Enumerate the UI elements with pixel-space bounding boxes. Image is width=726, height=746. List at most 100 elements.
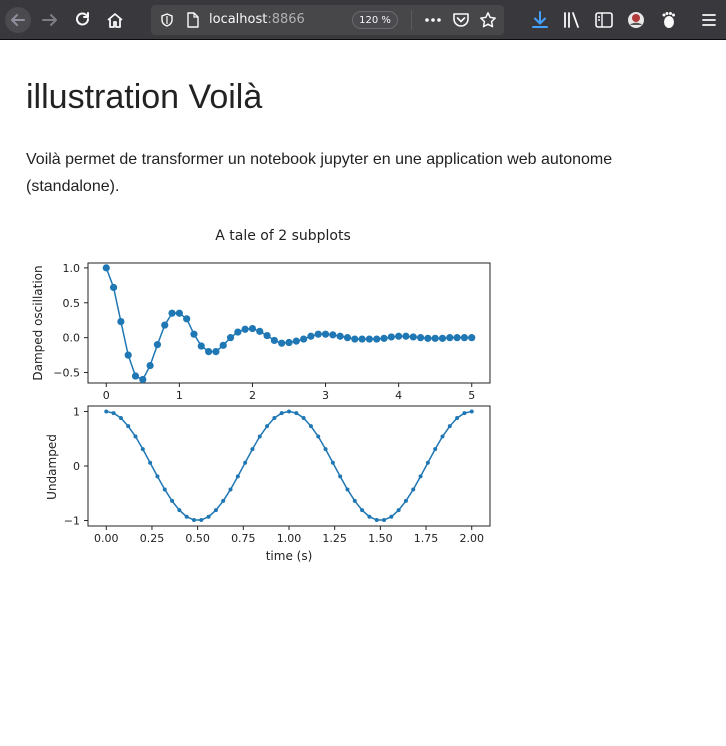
back-button[interactable] <box>4 6 32 34</box>
data-point <box>345 487 350 492</box>
data-point <box>425 460 430 465</box>
zoom-badge[interactable]: 120 % <box>352 11 398 29</box>
data-point <box>111 411 116 416</box>
y-tick-label: 0 <box>73 460 80 473</box>
data-point <box>321 330 330 338</box>
page-description: Voilà permet de transformer un notebook … <box>26 151 613 195</box>
x-tick-label: 5 <box>468 389 475 402</box>
y-tick-label: 1 <box>73 405 80 418</box>
gnome-foot-icon <box>662 12 675 28</box>
data-point <box>294 411 299 416</box>
y-tick-label: 0.5 <box>63 297 81 310</box>
data-point <box>373 335 381 343</box>
data-point <box>234 328 242 336</box>
reload-icon <box>76 12 89 26</box>
data-point <box>447 424 452 429</box>
data-point <box>104 409 109 414</box>
ellipsis-icon[interactable] <box>424 12 442 28</box>
y-tick-label: 1.0 <box>63 262 81 275</box>
data-point <box>256 327 264 335</box>
data-point <box>263 331 271 340</box>
data-point <box>301 416 306 420</box>
data-point <box>330 460 335 465</box>
forward-button[interactable] <box>36 6 64 34</box>
data-point <box>109 283 118 292</box>
x-tick-label: 4 <box>395 389 402 402</box>
data-point <box>199 518 204 522</box>
page-icon <box>187 12 199 28</box>
home-button[interactable] <box>101 6 129 34</box>
data-point <box>205 348 213 356</box>
data-point <box>367 514 372 519</box>
data-point <box>177 508 182 513</box>
data-point <box>374 518 379 522</box>
library-button[interactable] <box>558 6 586 34</box>
url-text[interactable]: localhost:8866 <box>209 12 305 27</box>
data-point <box>148 460 153 465</box>
data-point <box>140 447 145 452</box>
data-point <box>272 416 277 420</box>
home-icon <box>107 13 123 28</box>
data-point <box>265 424 270 429</box>
url-bar[interactable]: localhost:8866 120 % <box>151 5 504 35</box>
data-point <box>126 424 131 429</box>
data-point <box>235 474 240 479</box>
star-icon[interactable] <box>479 11 497 29</box>
damped-subplot: Damped oscillation 0 1 2 3 4 5 1.0 0.5 0.0 −0.5 <box>31 262 491 402</box>
shield-icon[interactable] <box>159 12 175 28</box>
data-point <box>124 351 132 359</box>
data-point <box>133 434 138 439</box>
data-point <box>323 447 328 452</box>
damped-ylabel: Damped oscillation <box>31 265 45 380</box>
downloads-button[interactable] <box>526 6 554 34</box>
subplots-figure: A tale of 2 subplots Damped oscillation … <box>31 228 491 563</box>
data-point <box>146 361 154 370</box>
data-point <box>243 460 248 465</box>
data-point <box>250 447 255 452</box>
data-point <box>221 498 226 503</box>
menu-button[interactable] <box>695 6 723 34</box>
data-point <box>387 333 395 341</box>
data-point <box>287 409 291 414</box>
y-tick-label: 0.0 <box>63 332 81 345</box>
undamped-subplot: Undamped time (s) 0.00 0.25 0.50 0.75 1.00 1.… <box>45 405 491 563</box>
pocket-icon[interactable] <box>452 11 470 29</box>
x-tick-label: 2.00 <box>459 532 484 545</box>
data-point <box>455 416 460 420</box>
page-title: illustration Voilà <box>26 78 263 116</box>
extension-button[interactable] <box>622 6 650 34</box>
data-point <box>395 332 403 340</box>
x-tick-label: 0 <box>103 389 110 402</box>
forward-arrow-icon <box>42 14 57 26</box>
data-point <box>380 334 388 342</box>
data-point <box>219 341 227 349</box>
data-point <box>453 334 461 342</box>
data-point <box>316 434 321 439</box>
data-point <box>468 334 476 342</box>
sidebar-button[interactable] <box>590 6 618 34</box>
data-point <box>162 487 167 492</box>
data-point <box>424 334 432 342</box>
x-tick-label: 1.00 <box>277 532 302 545</box>
data-point <box>402 332 410 340</box>
library-icon <box>564 12 579 28</box>
data-point <box>433 447 438 452</box>
reload-button[interactable] <box>69 6 97 34</box>
hamburger-menu-icon <box>702 14 716 26</box>
data-point <box>102 264 110 272</box>
data-point <box>206 514 211 519</box>
data-point <box>117 318 125 326</box>
data-point <box>153 341 162 349</box>
undamped-ylabel: Undamped <box>45 434 59 500</box>
data-point <box>329 331 337 339</box>
chart-title: A tale of 2 subplots <box>215 228 351 244</box>
data-point <box>228 487 233 492</box>
data-point <box>300 335 308 343</box>
data-point <box>431 334 439 342</box>
x-tick-label: 0.50 <box>185 532 210 545</box>
download-icon <box>532 11 548 28</box>
gnome-extension-button[interactable] <box>654 6 682 34</box>
undamped-plot-frame <box>87 405 491 527</box>
data-point <box>411 487 416 492</box>
x-tick-label: 0.75 <box>231 532 256 545</box>
